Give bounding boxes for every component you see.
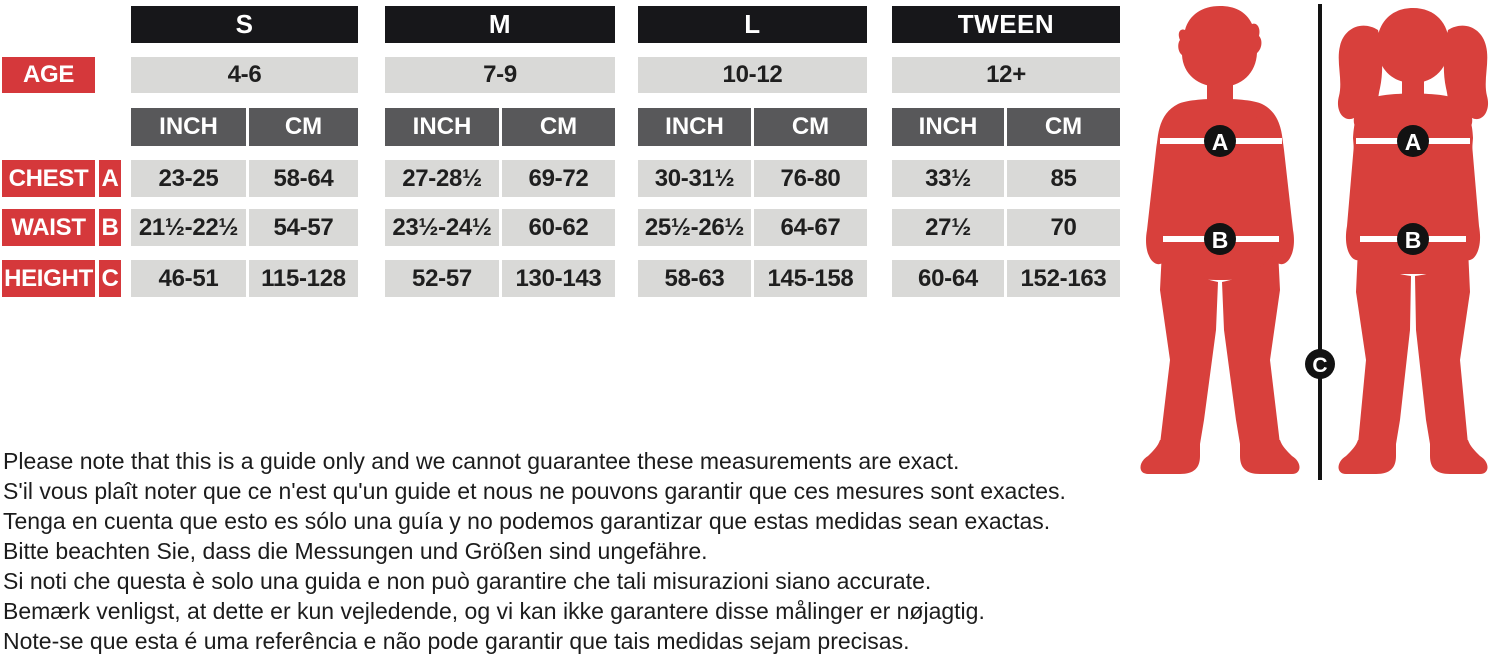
disclaimer-text: Please note that this is a guide only an… [3, 446, 1123, 656]
size-header-tween: TWEEN [892, 6, 1120, 43]
boy-chest-marker [1204, 125, 1236, 157]
disclaimer-line-fr: S'il vous plaît noter que ce n'est qu'un… [3, 478, 1066, 504]
height-marker: C [1305, 349, 1335, 379]
height-inch-l: 58-63 [638, 260, 751, 297]
boy-waist-marker [1204, 223, 1236, 255]
row-letter-b: B [99, 209, 121, 246]
row-label-chest: CHEST [2, 160, 95, 197]
girl-chest-marker-letter: A [1405, 129, 1422, 155]
disclaimer-line-da: Bemærk venligst, at dette er kun vejlede… [3, 598, 985, 624]
height-cm-tween: 152-163 [1007, 260, 1120, 297]
unit-header-inch: INCH [385, 108, 499, 146]
chest-inch-m: 27-28½ [385, 160, 499, 197]
chest-cm-l: 76-80 [754, 160, 867, 197]
height-cm-m: 130-143 [502, 260, 615, 297]
age-cell-s: 4-6 [131, 57, 358, 93]
measurement-diagram: A B A B C [1140, 4, 1489, 480]
size-header-l: L [638, 6, 867, 43]
height-inch-s: 46-51 [131, 260, 246, 297]
unit-header-cm: CM [502, 108, 615, 146]
unit-header-inch: INCH [892, 108, 1004, 146]
height-inch-m: 52-57 [385, 260, 499, 297]
height-line [1318, 4, 1322, 480]
girl-silhouette: A B [1337, 8, 1489, 474]
age-cell-tween: 12+ [892, 57, 1120, 93]
age-cell-l: 10-12 [638, 57, 867, 93]
waist-inch-s: 21½-22½ [131, 209, 246, 246]
waist-cm-l: 64-67 [754, 209, 867, 246]
boy-silhouette: A B [1140, 6, 1300, 474]
unit-header-inch: INCH [131, 108, 246, 146]
disclaimer-line-pt: Note-se que esta é uma referência e não … [3, 628, 910, 654]
waist-cm-tween: 70 [1007, 209, 1120, 246]
disclaimer-line-es: Tenga en cuenta que esto es sólo una guí… [3, 508, 1051, 534]
unit-header-cm: CM [754, 108, 867, 146]
chest-cm-tween: 85 [1007, 160, 1120, 197]
boy-chest-marker-letter: A [1212, 129, 1229, 155]
row-label-waist: WAIST [2, 209, 95, 246]
girl-waist-marker [1397, 223, 1429, 255]
chest-inch-tween: 33½ [892, 160, 1004, 197]
row-label-age: AGE [2, 57, 95, 93]
chest-inch-s: 23-25 [131, 160, 246, 197]
girl-waist-marker-letter: B [1405, 227, 1422, 253]
waist-cm-s: 54-57 [249, 209, 358, 246]
waist-inch-tween: 27½ [892, 209, 1004, 246]
row-letter-a: A [99, 160, 121, 197]
chest-cm-s: 58-64 [249, 160, 358, 197]
waist-cm-m: 60-62 [502, 209, 615, 246]
size-header-s: S [131, 6, 358, 43]
disclaimer-line-en: Please note that this is a guide only an… [3, 448, 960, 474]
unit-header-cm: CM [1007, 108, 1120, 146]
boy-waist-marker-letter: B [1212, 227, 1229, 253]
height-inch-tween: 60-64 [892, 260, 1004, 297]
disclaimer-line-it: Si noti che questa è solo una guida e no… [3, 568, 932, 594]
chest-cm-m: 69-72 [502, 160, 615, 197]
unit-header-inch: INCH [638, 108, 751, 146]
height-marker-letter: C [1312, 354, 1327, 377]
height-cm-l: 145-158 [754, 260, 867, 297]
row-letter-c: C [99, 260, 121, 297]
waist-inch-m: 23½-24½ [385, 209, 499, 246]
unit-header-cm: CM [249, 108, 358, 146]
size-header-m: M [385, 6, 615, 43]
waist-inch-l: 25½-26½ [638, 209, 751, 246]
height-cm-s: 115-128 [249, 260, 358, 297]
disclaimer-line-de: Bitte beachten Sie, dass die Messungen u… [3, 538, 708, 564]
chest-inch-l: 30-31½ [638, 160, 751, 197]
girl-chest-marker [1397, 125, 1429, 157]
age-cell-m: 7-9 [385, 57, 615, 93]
row-label-height: HEIGHT [2, 260, 95, 297]
